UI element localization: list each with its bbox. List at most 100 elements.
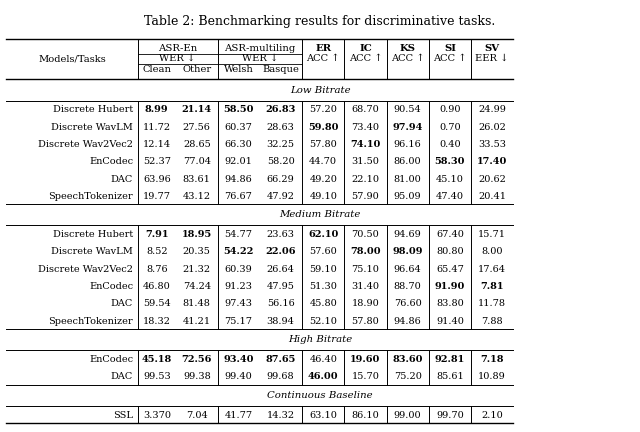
Text: Discrete Wav2Vec2: Discrete Wav2Vec2 (38, 265, 133, 274)
Text: 57.20: 57.20 (309, 105, 337, 114)
Text: 22.06: 22.06 (266, 248, 296, 257)
Text: Medium Bitrate: Medium Bitrate (279, 210, 361, 219)
Text: 19.77: 19.77 (143, 192, 171, 201)
Text: WER ↓: WER ↓ (159, 54, 196, 63)
Text: 73.40: 73.40 (351, 123, 380, 132)
Text: DAC: DAC (111, 372, 133, 381)
Text: 80.80: 80.80 (436, 248, 464, 257)
Text: 76.67: 76.67 (225, 192, 252, 201)
Text: 81.00: 81.00 (394, 175, 422, 184)
Text: 45.80: 45.80 (309, 299, 337, 308)
Text: 83.80: 83.80 (436, 299, 464, 308)
Text: 91.90: 91.90 (435, 282, 465, 291)
Text: 2.10: 2.10 (481, 410, 503, 419)
Text: 66.29: 66.29 (267, 175, 294, 184)
Text: 47.95: 47.95 (267, 282, 294, 291)
Text: 10.89: 10.89 (478, 372, 506, 381)
Text: 26.64: 26.64 (267, 265, 294, 274)
Text: 97.43: 97.43 (225, 299, 252, 308)
Text: 46.40: 46.40 (309, 355, 337, 364)
Text: 17.40: 17.40 (477, 157, 508, 166)
Text: 49.20: 49.20 (309, 175, 337, 184)
Text: 46.80: 46.80 (143, 282, 171, 291)
Text: 45.18: 45.18 (141, 355, 172, 364)
Text: 63.10: 63.10 (309, 410, 337, 419)
Text: 65.47: 65.47 (436, 265, 464, 274)
Text: 0.40: 0.40 (439, 140, 461, 149)
Text: 7.91: 7.91 (145, 230, 168, 239)
Text: 54.77: 54.77 (225, 230, 252, 239)
Text: 20.62: 20.62 (478, 175, 506, 184)
Text: 56.16: 56.16 (267, 299, 294, 308)
Text: Models/Tasks: Models/Tasks (38, 54, 106, 63)
Text: 18.95: 18.95 (182, 230, 212, 239)
Text: 0.90: 0.90 (439, 105, 461, 114)
Text: 67.40: 67.40 (436, 230, 464, 239)
Text: 52.10: 52.10 (309, 317, 337, 326)
Text: 99.68: 99.68 (267, 372, 294, 381)
Text: Basque: Basque (262, 66, 299, 74)
Text: Continuous Baseline: Continuous Baseline (267, 391, 373, 400)
Text: 83.60: 83.60 (392, 355, 423, 364)
Text: 41.77: 41.77 (225, 410, 252, 419)
Text: 62.10: 62.10 (308, 230, 339, 239)
Text: 7.18: 7.18 (481, 355, 504, 364)
Text: 3.370: 3.370 (143, 410, 171, 419)
Text: 57.90: 57.90 (351, 192, 380, 201)
Text: 68.70: 68.70 (351, 105, 380, 114)
Text: 74.10: 74.10 (350, 140, 381, 149)
Text: 58.30: 58.30 (435, 157, 465, 166)
Text: ACC ↑: ACC ↑ (391, 54, 424, 63)
Text: 72.56: 72.56 (182, 355, 212, 364)
Text: 8.00: 8.00 (481, 248, 503, 257)
Text: 99.53: 99.53 (143, 372, 171, 381)
Text: 70.50: 70.50 (351, 230, 380, 239)
Text: ASR-En: ASR-En (158, 44, 197, 53)
Text: 31.40: 31.40 (351, 282, 380, 291)
Text: 20.41: 20.41 (478, 192, 506, 201)
Text: SpeechTokenizer: SpeechTokenizer (49, 192, 133, 201)
Text: 31.50: 31.50 (351, 157, 380, 166)
Text: 28.63: 28.63 (267, 123, 294, 132)
Text: 99.40: 99.40 (225, 372, 252, 381)
Text: 92.01: 92.01 (225, 157, 252, 166)
Text: 60.39: 60.39 (225, 265, 252, 274)
Text: 76.60: 76.60 (394, 299, 422, 308)
Text: 94.69: 94.69 (394, 230, 422, 239)
Text: 43.12: 43.12 (183, 192, 211, 201)
Text: 57.80: 57.80 (309, 140, 337, 149)
Text: 95.09: 95.09 (394, 192, 422, 201)
Text: 91.40: 91.40 (436, 317, 464, 326)
Text: SI: SI (444, 44, 456, 53)
Text: IC: IC (359, 44, 372, 53)
Text: 98.09: 98.09 (392, 248, 423, 257)
Text: 93.40: 93.40 (223, 355, 253, 364)
Text: 92.81: 92.81 (435, 355, 465, 364)
Text: 14.32: 14.32 (267, 410, 294, 419)
Text: 58.20: 58.20 (267, 157, 294, 166)
Text: 18.90: 18.90 (351, 299, 380, 308)
Text: 0.70: 0.70 (439, 123, 461, 132)
Text: 86.10: 86.10 (351, 410, 380, 419)
Text: EER ↓: EER ↓ (476, 54, 509, 63)
Text: 38.94: 38.94 (267, 317, 294, 326)
Text: 49.10: 49.10 (309, 192, 337, 201)
Text: 8.99: 8.99 (145, 105, 168, 114)
Text: 47.40: 47.40 (436, 192, 464, 201)
Text: 27.56: 27.56 (183, 123, 211, 132)
Text: 11.72: 11.72 (143, 123, 171, 132)
Text: 12.14: 12.14 (143, 140, 171, 149)
Text: High Bitrate: High Bitrate (288, 335, 352, 344)
Text: SSL: SSL (113, 410, 133, 419)
Text: 7.81: 7.81 (481, 282, 504, 291)
Text: Welsh: Welsh (223, 66, 253, 74)
Text: 33.53: 33.53 (478, 140, 506, 149)
Text: WER ↓: WER ↓ (242, 54, 278, 63)
Text: DAC: DAC (111, 299, 133, 308)
Text: 57.80: 57.80 (351, 317, 380, 326)
Text: 26.83: 26.83 (266, 105, 296, 114)
Text: ACC ↑: ACC ↑ (349, 54, 382, 63)
Text: 83.61: 83.61 (183, 175, 211, 184)
Text: 59.10: 59.10 (309, 265, 337, 274)
Text: Other: Other (182, 66, 211, 74)
